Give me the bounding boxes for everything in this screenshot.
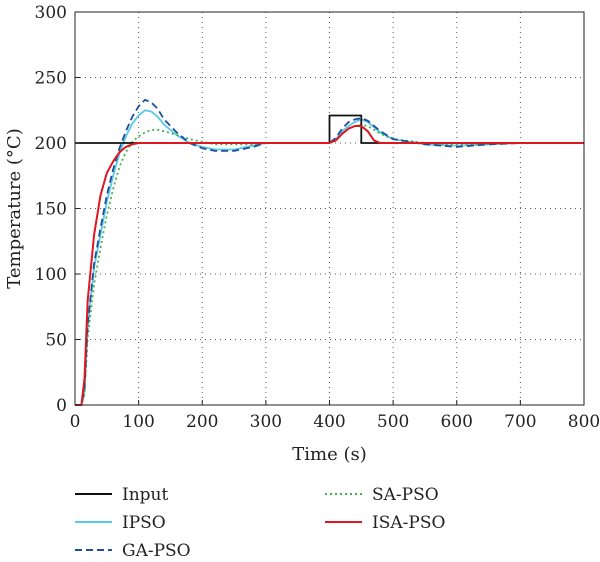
legend-item-sa-pso: SA-PSO: [325, 485, 439, 505]
legend-label: Input: [122, 485, 168, 505]
legend-label: SA-PSO: [372, 485, 439, 505]
grid-lines: [75, 12, 584, 405]
x-tick-label: 100: [122, 412, 154, 432]
x-tick-label: 0: [70, 412, 81, 432]
series-line-ga-pso: [75, 98, 584, 406]
legend-label: IPSO: [122, 513, 166, 533]
x-tick-label: 500: [377, 412, 409, 432]
x-tick-label: 300: [250, 412, 282, 432]
plot-frame: [74, 11, 585, 406]
y-axis-label: Temperature (°C): [4, 128, 25, 288]
y-tick-label: 50: [45, 331, 67, 351]
y-tick-label: 200: [35, 134, 67, 154]
series-line-isa-pso: [75, 125, 584, 406]
legend-item-ipso: IPSO: [75, 513, 166, 533]
series-line-input: [75, 114, 584, 144]
y-tick-label: 0: [56, 396, 67, 416]
axis-ticks: 0 100 200 300 400 500 600 700 800 0 50 100 150 200 250…: [35, 3, 600, 432]
series-line-ipso: [75, 109, 584, 406]
legend-label: GA-PSO: [122, 541, 191, 561]
y-tick-label: 100: [35, 265, 67, 285]
x-tick-label: 200: [186, 412, 218, 432]
legend: Input IPSO GA-PSO SA-PSO ISA-PSO: [75, 485, 445, 561]
x-tick-label: 400: [313, 412, 345, 432]
legend-item-ga-pso: GA-PSO: [75, 541, 191, 561]
legend-label: ISA-PSO: [372, 513, 445, 533]
y-tick-label: 150: [35, 200, 67, 220]
y-tick-label: 250: [35, 69, 67, 89]
legend-item-isa-pso: ISA-PSO: [325, 513, 445, 533]
x-tick-label: 800: [568, 412, 600, 432]
x-tick-label: 600: [441, 412, 473, 432]
y-tick-label: 300: [35, 3, 67, 23]
x-axis-label: Time (s): [292, 444, 367, 465]
x-tick-label: 700: [504, 412, 536, 432]
series-line-sa-pso: [75, 123, 584, 406]
series-lines: [75, 98, 584, 406]
legend-item-input: Input: [75, 485, 168, 505]
